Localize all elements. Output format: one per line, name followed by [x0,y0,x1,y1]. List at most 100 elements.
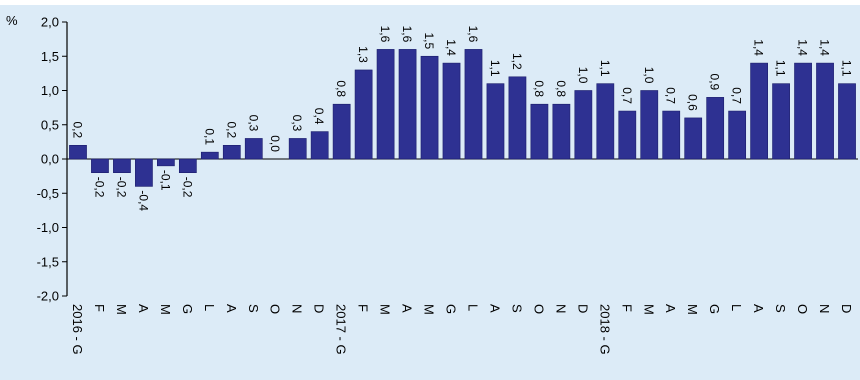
value-label: 1,3 [356,46,370,63]
x-tick-label: S [246,304,261,313]
value-label: 1,4 [796,39,810,56]
value-label: 0,1 [202,128,216,145]
value-label: 1,4 [752,39,766,56]
bar [178,158,197,173]
bar [200,151,219,160]
y-tick-label: 0,0 [41,152,59,167]
value-label: 0,4 [312,108,326,125]
value-label: 0,3 [246,115,260,132]
y-tick-label: -1,5 [37,254,59,269]
x-tick-label: A [663,304,678,313]
value-label: 0,7 [664,87,678,104]
x-tick-label: A [224,304,239,313]
x-tick-label: G [180,304,195,314]
value-label: 1,1 [488,60,502,77]
x-tick-label: M [378,304,393,315]
value-label: 0,8 [334,80,348,97]
x-tick-label: N [553,304,568,313]
x-tick-label: S [773,304,788,313]
bar [838,83,856,160]
plot-area: 2,0 1,5 1,0 0,5 0,0 -0,5 -1,0 -1,5 -2,0 0,2 2016 -… [37,15,858,355]
value-label: 1,0 [576,67,590,84]
x-tick-label: G [707,304,722,314]
x-tick-label: M [422,304,437,315]
value-label: 0,6 [686,94,700,111]
x-tick-label: L [465,304,480,311]
x-tick-label: N [817,304,832,313]
x-tick-label: A [751,304,766,313]
bar [442,62,461,160]
y-tick-label: -2,0 [37,289,59,304]
x-tick-label: A [136,304,151,313]
bar [618,110,637,160]
bar [640,90,659,160]
x-tick-label: M [158,304,173,315]
y-tick-label: -1,0 [37,220,59,235]
bar [420,55,439,160]
x-tick-label: L [202,304,217,311]
bar [508,76,527,160]
x-tick-label: 2018 - G [597,304,612,355]
x-tick-label: M [685,304,700,315]
y-tick-label: 1,0 [41,83,59,98]
value-label: 1,1 [774,60,788,77]
bar [574,90,593,160]
value-label: 0,7 [620,87,634,104]
bar [222,145,241,160]
x-tick-label: O [268,304,283,314]
bar [288,138,307,160]
bar [530,103,549,160]
y-tick-label: 1,5 [41,49,59,64]
value-label: 1,4 [444,39,458,56]
value-label: -0,2 [92,177,106,198]
value-label: 0,2 [224,122,238,139]
y-tick-label: 2,0 [41,15,59,30]
value-label: 1,4 [818,39,832,56]
value-label: -0,4 [136,190,150,211]
x-tick-label: O [531,304,546,314]
bar [464,49,483,160]
x-tick-label: N [290,304,305,313]
bar [706,97,725,160]
bar [354,69,373,160]
bar [310,131,329,160]
bar [69,145,87,160]
x-tick-label: M [114,304,129,315]
value-label: 1,0 [642,67,656,84]
x-tick-label: L [729,304,744,311]
y-tick-label: 0,5 [41,117,59,132]
x-tick-label: O [795,304,810,314]
value-label: 0,8 [554,80,568,97]
bar [332,103,351,160]
value-label: 0,2 [70,122,84,139]
y-unit-label: % [6,13,18,28]
value-label: 0,7 [730,87,744,104]
bar [728,110,747,160]
value-label: 1,6 [378,26,392,43]
value-label: 1,1 [840,60,854,77]
value-label: 0,9 [708,74,722,91]
bar [135,158,153,187]
bar [772,83,790,160]
bar [684,117,703,160]
bar [750,62,768,160]
value-label: -0,2 [114,177,128,198]
x-tick-label: S [509,304,524,313]
value-label: -0,1 [158,170,172,191]
x-tick-label: D [575,304,590,313]
x-tick-label: G [444,304,459,314]
x-tick-label: F [92,304,107,312]
bar [157,158,175,167]
x-tick-label: A [487,304,502,313]
bar [376,49,395,160]
bar [91,158,109,173]
y-tick-label: -0,5 [37,186,59,201]
value-label: 1,5 [422,32,436,49]
x-tick-label: F [356,304,371,312]
value-label: 0,0 [268,135,282,152]
x-tick-label: D [839,304,854,313]
bar [244,138,263,160]
bar [794,62,812,160]
x-tick-label: M [641,304,656,315]
x-tick-label: 2017 - G [334,304,349,355]
